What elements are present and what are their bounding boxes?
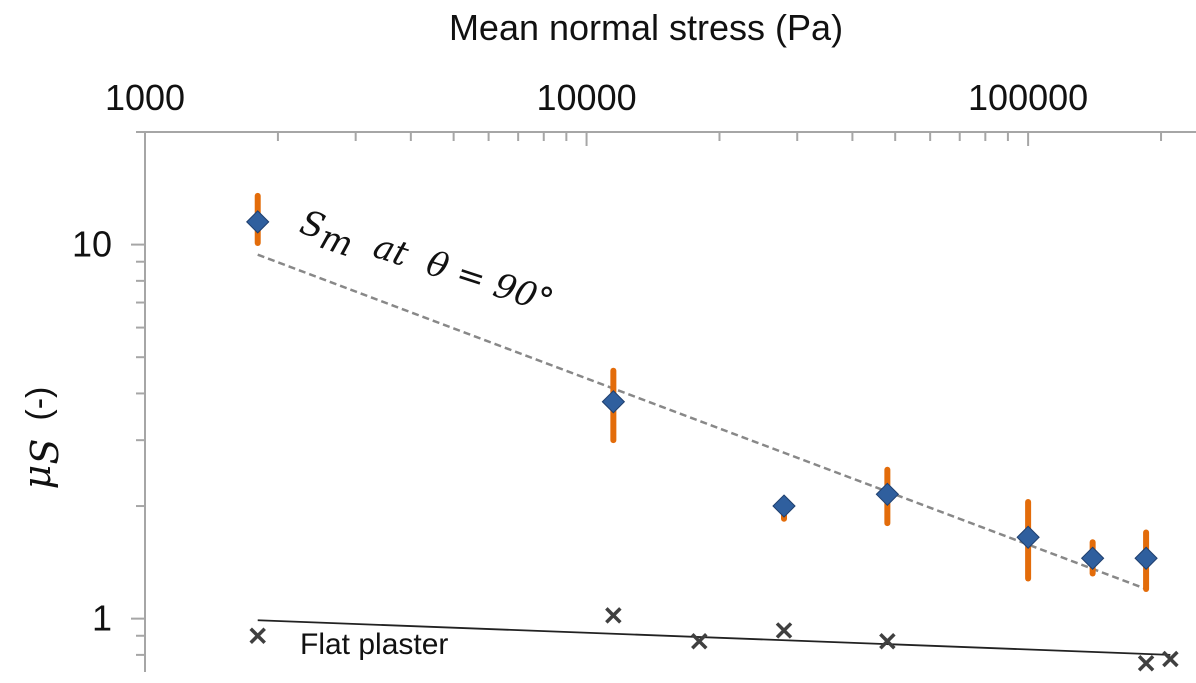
data-point-diamond: [601, 390, 626, 414]
y-axis-label: μS (-): [15, 387, 67, 490]
data-point-diamond: [772, 494, 796, 518]
data-point-x: [879, 633, 896, 650]
y-axis-unit: (-): [20, 387, 58, 421]
svg-text:μS(-): μS (-): [15, 387, 67, 490]
fit-lines: [257, 253, 1171, 656]
data-point-diamond: [246, 210, 270, 234]
chart-title: Mean normal stress (Pa): [449, 7, 843, 48]
annotation-sm-rest: at θ = 90°: [348, 220, 558, 322]
svg-text:Sm at θ = 90°: Sm at θ = 90°: [293, 203, 558, 330]
y-tick-labels: 1 10: [72, 224, 112, 639]
data-point-x: [605, 607, 622, 624]
y-axis-symbol: μ: [15, 465, 59, 490]
markers: [246, 210, 1179, 672]
axes: [131, 131, 1196, 672]
y-axis-subscript: S: [23, 439, 67, 465]
data-point-diamond: [1134, 546, 1158, 570]
data-point-diamond: [1080, 546, 1105, 570]
fit-line: [257, 253, 1147, 591]
x-tick-label: 1000: [105, 77, 185, 118]
data-point-x: [1137, 654, 1155, 672]
data-point-x: [1162, 650, 1179, 668]
x-tick-labels: 1000 10000 100000: [105, 77, 1088, 118]
annotation-flat-plaster: Flat plaster: [300, 628, 448, 661]
data-point-diamond: [875, 482, 900, 506]
y-tick-label: 10: [72, 224, 112, 265]
x-tick-label: 10000: [537, 77, 637, 118]
data-point-diamond: [1016, 525, 1040, 549]
annotation-sm: Sm at θ = 90°: [293, 203, 558, 330]
y-tick-label: 1: [92, 598, 112, 639]
data-point-x: [691, 633, 708, 650]
data-point-x: [775, 622, 793, 639]
x-tick-label: 100000: [968, 77, 1088, 118]
data-point-x: [249, 627, 266, 644]
fit-line: [257, 619, 1171, 656]
